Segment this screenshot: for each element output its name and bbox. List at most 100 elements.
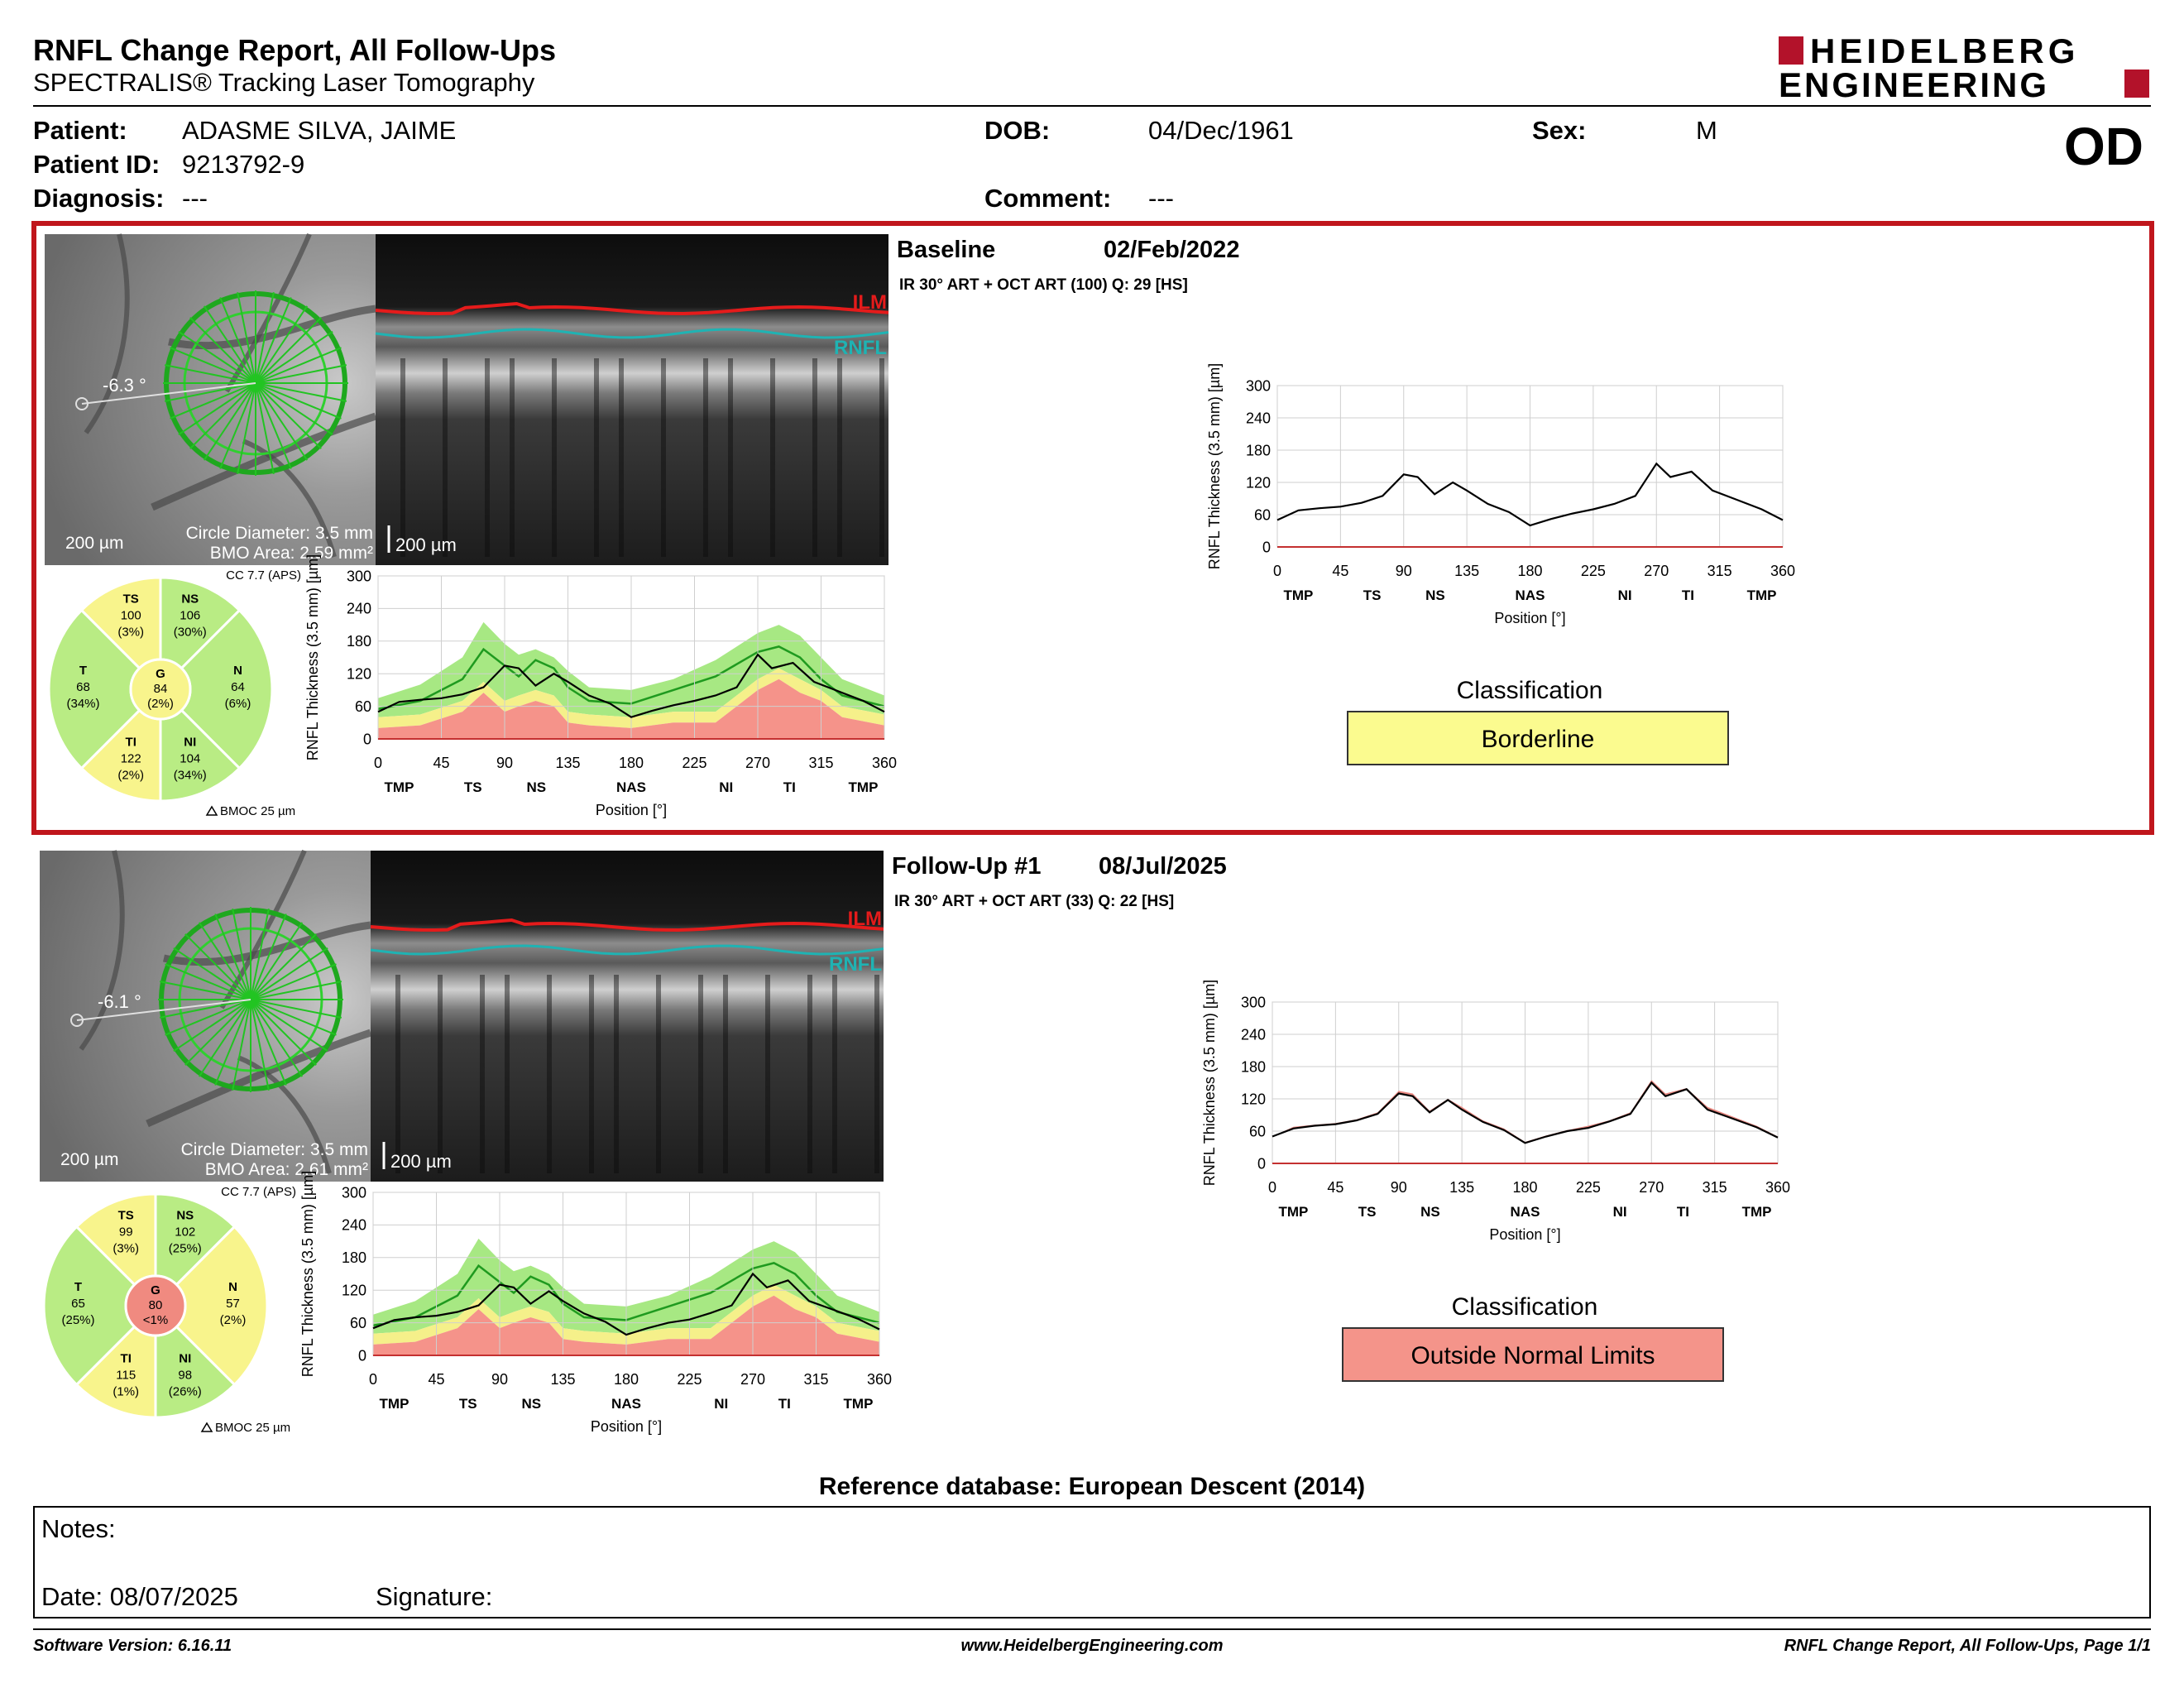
scan-circle-overlay bbox=[75, 290, 348, 476]
y-axis-title: RNFL Thickness (3.5 mm) [µm] bbox=[1206, 363, 1223, 569]
x-tick-label: 225 bbox=[1581, 563, 1606, 579]
sector-value: 115 bbox=[116, 1368, 136, 1382]
sector-axis-label: TS bbox=[464, 779, 482, 795]
dob-label: DOB: bbox=[984, 116, 1051, 145]
bmo-area-label: BMO Area: 2.61 mm² bbox=[205, 1160, 368, 1179]
sector-value: 104 bbox=[180, 751, 200, 765]
x-tick-label: 180 bbox=[1517, 563, 1542, 579]
sector-axis-label: NAS bbox=[1516, 587, 1545, 603]
classification-box bbox=[1342, 1327, 1724, 1382]
x-tick-label: 0 bbox=[369, 1371, 377, 1388]
x-tick-label: 315 bbox=[808, 755, 833, 771]
x-tick-label: 0 bbox=[1273, 563, 1281, 579]
sector-value: 80 bbox=[149, 1298, 163, 1312]
x-tick-label: 0 bbox=[374, 755, 382, 771]
rnfl-thickness-line bbox=[372, 1272, 880, 1336]
profile-chart-trend: 0 60 120 180 240 300 0 45 90 135 180 225 270 315 360 TM… bbox=[1201, 980, 1790, 1243]
y-tick-label: 60 bbox=[1254, 506, 1271, 523]
oct-scale-label: 200 µm bbox=[395, 535, 457, 555]
sector-name: T bbox=[79, 664, 87, 678]
exam-panel-followup: -6.1 ° 200 µm Circle Diameter: 3.5 mm BMO A… bbox=[31, 842, 2154, 1456]
sector-axis-label: TMP bbox=[1284, 587, 1314, 603]
fundus-image bbox=[40, 849, 372, 1182]
sector-pie: TS 99 (3%) NS 102 (25%) N 57 (2%) NI 98 (26%) TI 115 (… bbox=[42, 1192, 269, 1419]
y-tick-label: 0 bbox=[363, 731, 371, 747]
y-axis-title: RNFL Thickness (3.5 mm) [µm] bbox=[304, 554, 321, 760]
fundus-scale-label: 200 µm bbox=[60, 1150, 118, 1169]
sector-axis-label: NI bbox=[1613, 1204, 1627, 1220]
profile-chart-normative: 0 60 120 180 240 300 0 45 90 135 180 225 270 315 360 TM… bbox=[304, 554, 897, 818]
rnfl-thickness-line bbox=[377, 653, 885, 718]
x-tick-label: 45 bbox=[1332, 563, 1348, 579]
notes-label: Notes: bbox=[41, 1514, 116, 1543]
x-tick-label: 360 bbox=[872, 755, 897, 771]
rnfl-boundary-line bbox=[375, 328, 889, 339]
fovea-angle-label: -6.3 ° bbox=[103, 375, 146, 396]
sector-percent: (25%) bbox=[61, 1313, 94, 1327]
x-tick-label: 315 bbox=[1703, 1179, 1727, 1196]
sector-name: TS bbox=[118, 1209, 134, 1223]
comment-value: --- bbox=[1148, 184, 1174, 213]
website-link[interactable]: www.HeidelbergEngineering.com bbox=[960, 1637, 1224, 1655]
sector-percent: <1% bbox=[143, 1313, 168, 1327]
sector-value: 84 bbox=[154, 682, 168, 696]
sector-percent: (25%) bbox=[169, 1242, 202, 1256]
x-tick-label: 225 bbox=[682, 755, 706, 771]
sector-axis-label: TMP bbox=[849, 779, 879, 795]
cc-label: CC 7.7 (APS) bbox=[226, 568, 301, 583]
header-divider bbox=[33, 105, 2151, 107]
sector-value: 106 bbox=[180, 609, 200, 623]
sector-axis-label: TMP bbox=[380, 1396, 410, 1412]
exam-date: 02/Feb/2022 bbox=[1104, 237, 1239, 263]
sector-axis-label: NI bbox=[714, 1396, 728, 1412]
bmoc-label: BMOC 25 µm bbox=[220, 804, 295, 818]
x-tick-label: 360 bbox=[1765, 1179, 1790, 1196]
oct-bscan-image bbox=[375, 234, 889, 565]
y-tick-label: 300 bbox=[342, 1184, 366, 1201]
diagnosis-label: Diagnosis: bbox=[33, 184, 165, 213]
x-tick-label: 45 bbox=[433, 755, 449, 771]
ilm-boundary-line bbox=[375, 301, 889, 316]
rnfl-label: RNFL bbox=[834, 337, 887, 359]
y-tick-label: 120 bbox=[347, 666, 371, 683]
y-axis-title: RNFL Thickness (3.5 mm) [µm] bbox=[1201, 980, 1218, 1186]
sector-value: 57 bbox=[226, 1297, 240, 1311]
dob-value: 04/Dec/1961 bbox=[1148, 116, 1294, 145]
fovea-angle-label: -6.1 ° bbox=[98, 991, 141, 1012]
sex-label: Sex: bbox=[1532, 116, 1587, 145]
x-tick-label: 270 bbox=[1644, 563, 1669, 579]
x-tick-label: 90 bbox=[1391, 1179, 1407, 1196]
y-tick-label: 300 bbox=[347, 568, 371, 584]
acquisition-info: IR 30° ART + OCT ART (33) Q: 22 [HS] bbox=[894, 893, 1174, 910]
x-tick-label: 135 bbox=[1454, 563, 1479, 579]
sector-percent: (1%) bbox=[113, 1384, 139, 1398]
y-tick-label: 120 bbox=[342, 1283, 366, 1299]
x-tick-label: 0 bbox=[1268, 1179, 1276, 1196]
sector-value: 64 bbox=[231, 680, 245, 694]
y-tick-label: 240 bbox=[1241, 1026, 1266, 1043]
sector-pie: TS 100 (3%) NS 106 (30%) N 64 (6%) NI 104 (34%) TI 12… bbox=[47, 576, 274, 803]
sector-name: TS bbox=[123, 592, 139, 607]
classification-box bbox=[1347, 711, 1729, 765]
sector-axis-label: TS bbox=[459, 1396, 477, 1412]
sector-name: TI bbox=[121, 1351, 132, 1365]
oct-bscan-image bbox=[370, 851, 884, 1182]
sector-axis-label: TMP bbox=[844, 1396, 874, 1412]
x-axis-title: Position [°] bbox=[596, 802, 667, 818]
sector-name: N bbox=[233, 664, 242, 678]
cc-label: CC 7.7 (APS) bbox=[221, 1185, 296, 1199]
notes-box[interactable]: Notes: Date: 08/07/2025 Signature: bbox=[33, 1506, 2151, 1618]
sector-axis-label: NS bbox=[1425, 587, 1445, 603]
y-axis-title: RNFL Thickness (3.5 mm) [µm] bbox=[299, 1171, 316, 1377]
sector-axis-label: NS bbox=[1420, 1204, 1440, 1220]
sector-value: 100 bbox=[121, 609, 141, 623]
sector-axis-label: NI bbox=[719, 779, 733, 795]
x-tick-label: 135 bbox=[550, 1371, 575, 1388]
patient-label: Patient: bbox=[33, 116, 127, 145]
footer-divider bbox=[33, 1628, 2151, 1630]
sector-axis-label: NS bbox=[521, 1396, 541, 1412]
ilm-label: ILM bbox=[853, 291, 887, 314]
y-tick-label: 0 bbox=[1257, 1155, 1266, 1172]
sex-value: M bbox=[1696, 116, 1717, 145]
sector-name: NI bbox=[179, 1351, 191, 1365]
